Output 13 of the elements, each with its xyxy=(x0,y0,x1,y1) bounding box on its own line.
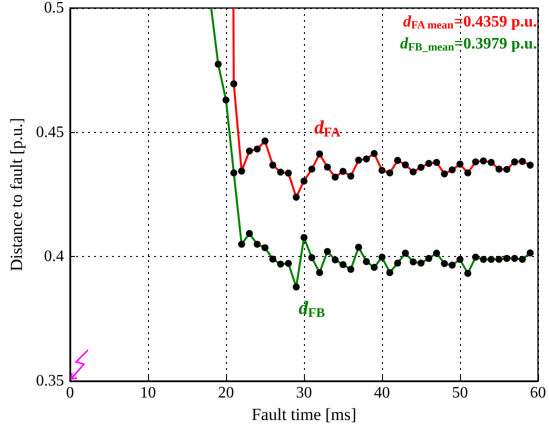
x-tick-label: 20 xyxy=(218,384,234,402)
y-tick-label: 0.5 xyxy=(44,0,64,16)
y-tick-label: 0.35 xyxy=(36,372,64,390)
x-tick-label: 10 xyxy=(140,384,156,402)
x-tick-label: 60 xyxy=(530,384,546,402)
y-axis-title: Distance to fault [p.u.] xyxy=(7,118,26,272)
x-tick-label: 50 xyxy=(452,384,468,402)
x-tick-label: 30 xyxy=(296,384,312,402)
x-tick-label: 0 xyxy=(66,384,74,402)
y-tick-label: 0.4 xyxy=(44,248,64,266)
x-tick-label: 40 xyxy=(374,384,390,402)
y-tick-label: 0.45 xyxy=(36,124,64,141)
x-axis-title: Fault time [ms] xyxy=(252,404,356,424)
